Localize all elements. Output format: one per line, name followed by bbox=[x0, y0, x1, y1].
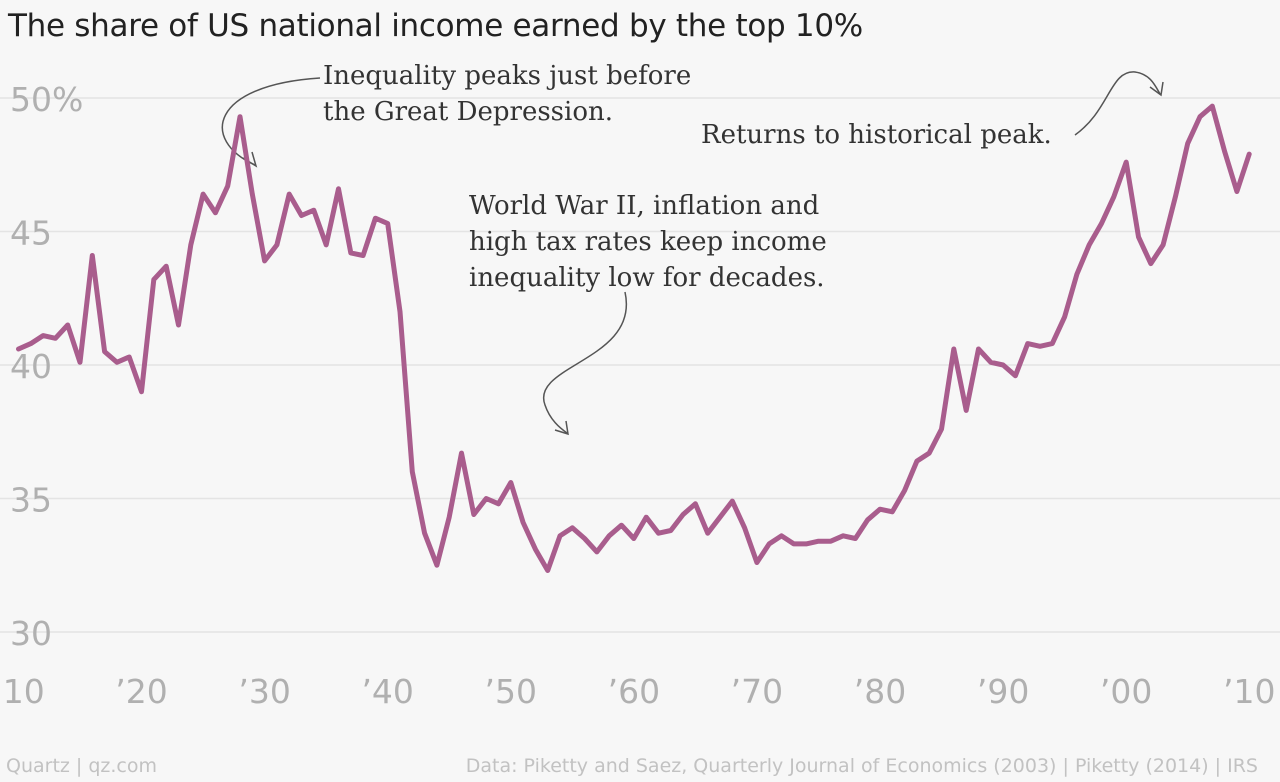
annotation-peak: Returns to historical peak. bbox=[701, 117, 1052, 153]
footer-credit: Quartz | qz.com bbox=[6, 755, 158, 777]
x-axis: ’10 ’20 ’30 ’40 ’50 ’60 ’70 ’80 ’90 ’00 ’10 bbox=[0, 672, 1275, 711]
y-tick-label-0: 50% bbox=[10, 80, 83, 119]
x-tick-label-3: ’40 bbox=[361, 672, 413, 711]
annotation-depression: Inequality peaks just before the Great D… bbox=[323, 58, 691, 130]
x-tick-label-10: ’10 bbox=[1223, 672, 1275, 711]
x-tick-label-0: ’10 bbox=[0, 672, 45, 711]
y-tick-label-3: 35 bbox=[10, 480, 52, 519]
ww2-arrow bbox=[542, 291, 628, 434]
x-tick-label-7: ’80 bbox=[854, 672, 906, 711]
annotation-ww2-line-1: World War II, inflation and bbox=[469, 191, 820, 221]
annotation-ww2-line-2: high tax rates keep income bbox=[469, 227, 827, 257]
y-tick-label-4: 30 bbox=[10, 614, 52, 653]
ww2-arrowhead bbox=[554, 420, 569, 436]
series-group bbox=[16, 103, 1252, 573]
annotation-ww2: World War II, inflation and high tax rat… bbox=[469, 188, 827, 296]
x-tick-label-8: ’90 bbox=[977, 672, 1029, 711]
annotation-ww2-line-3: inequality low for decades. bbox=[469, 263, 825, 293]
series-line-0 bbox=[16, 103, 1252, 573]
x-tick-label-9: ’00 bbox=[1100, 672, 1152, 711]
peak-arrow bbox=[1074, 71, 1161, 136]
x-tick-label-4: ’50 bbox=[485, 672, 537, 711]
peak-arrowhead bbox=[1149, 81, 1164, 97]
y-tick-label-1: 45 bbox=[10, 214, 52, 253]
annotation-depression-line-2: the Great Depression. bbox=[323, 97, 613, 127]
y-axis: 50% 45 40 35 30 bbox=[10, 80, 83, 653]
x-tick-label-6: ’70 bbox=[731, 672, 783, 711]
annotation-arrows bbox=[221, 71, 1164, 436]
x-tick-label-5: ’60 bbox=[608, 672, 660, 711]
footer-source: Data: Piketty and Saez, Quarterly Journa… bbox=[465, 755, 1258, 777]
gridlines bbox=[0, 97, 1280, 633]
annotation-peak-line-1: Returns to historical peak. bbox=[701, 120, 1052, 150]
y-tick-label-2: 40 bbox=[10, 347, 52, 386]
x-tick-label-2: ’30 bbox=[238, 672, 290, 711]
annotation-depression-line-1: Inequality peaks just before bbox=[323, 61, 692, 91]
chart-title: The share of US national income earned b… bbox=[8, 8, 863, 44]
depression-arrow bbox=[221, 77, 321, 166]
x-tick-label-1: ’20 bbox=[115, 672, 167, 711]
